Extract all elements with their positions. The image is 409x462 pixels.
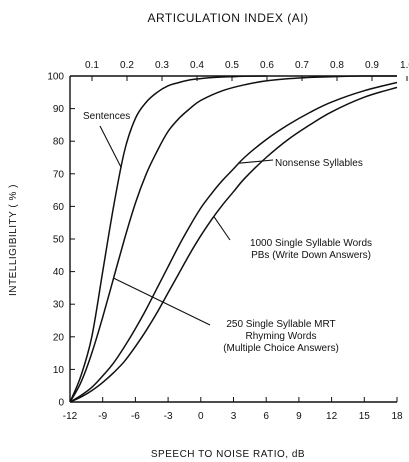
x-axis-label: SPEECH TO NOISE RATIO, dB xyxy=(151,449,305,460)
top-tick-label: 0.2 xyxy=(120,60,134,71)
top-tick-label: 0.5 xyxy=(225,60,239,71)
x-tick-label: 3 xyxy=(231,411,237,422)
x-tick-label: -6 xyxy=(131,411,140,422)
y-tick-label: 80 xyxy=(53,137,65,148)
y-tick-label: 100 xyxy=(47,72,64,83)
top-tick-label: 1.0 xyxy=(400,60,409,71)
series-line-250-single-syllable-mrt-rhyming-words-multiple-choice-answers xyxy=(69,75,398,403)
x-tick-label: 15 xyxy=(359,411,371,422)
series-label: 1000 Single Syllable Words PBs (Write Dow… xyxy=(250,238,372,261)
top-tick-label: 0.7 xyxy=(295,60,309,71)
x-tick-label: 6 xyxy=(263,411,269,422)
top-tick-label: 0.9 xyxy=(365,60,379,71)
y-axis-label: INTELLIGIBILITY ( % ) xyxy=(8,184,19,296)
y-tick-label: 60 xyxy=(53,202,65,213)
plot-area: -12 -9 -6 -3 0 3 6 9 12 15 18 0 10 20 30 40 50 60 70 80 90 10… xyxy=(47,60,409,422)
y-tick-label: 50 xyxy=(53,235,65,246)
series-line-sentences xyxy=(69,75,267,403)
x-tick-label: 0 xyxy=(198,411,204,422)
y-tick-label: 30 xyxy=(53,300,65,311)
annotation-leader xyxy=(113,277,211,326)
y-tick-label: 20 xyxy=(53,332,65,343)
x-tick-label: 12 xyxy=(326,411,338,422)
annotation-leader xyxy=(213,216,231,241)
top-tick-label: 0.6 xyxy=(260,60,274,71)
series-label-line: Rhyming Words xyxy=(246,331,317,342)
series-line-nonsense-syllables xyxy=(69,81,398,403)
series-label-line: (Multiple Choice Answers) xyxy=(223,343,339,354)
x-tick-label: 18 xyxy=(391,411,403,422)
top-tick-label: 0.8 xyxy=(330,60,344,71)
y-tick-label: 70 xyxy=(53,169,65,180)
y-tick-label: 90 xyxy=(53,104,65,115)
y-tick-label: 0 xyxy=(58,398,64,409)
series-label-line: PBs (Write Down Answers) xyxy=(251,250,371,261)
y-tick-label: 40 xyxy=(53,267,65,278)
series-label: 250 Single Syllable MRT Rhyming Words (Mul… xyxy=(223,319,339,354)
series-label: Nonsense Syllables xyxy=(275,158,363,169)
series-label-line: 250 Single Syllable MRT xyxy=(226,319,335,330)
top-tick-label: 0.3 xyxy=(155,60,169,71)
series-label-line: 1000 Single Syllable Words xyxy=(250,238,372,249)
series-label-line: Nonsense Syllables xyxy=(275,158,363,169)
y-tick-label: 10 xyxy=(53,365,65,376)
x-tick-label: -9 xyxy=(98,411,107,422)
top-tick-label: 0.1 xyxy=(85,60,99,71)
annotation-leader xyxy=(238,159,274,164)
series-label: Sentences xyxy=(83,111,130,122)
x-tick-label: -3 xyxy=(164,411,173,422)
chart-title: ARTICULATION INDEX (AI) xyxy=(147,11,308,25)
x-tick-label: -12 xyxy=(63,411,78,422)
series-label-line: Sentences xyxy=(83,111,130,122)
x-tick-label: 9 xyxy=(296,411,302,422)
series-line-1000-single-syllable-words-pbs-write-down-answers xyxy=(69,86,398,403)
top-tick-label: 0.4 xyxy=(190,60,204,71)
annotation-leader xyxy=(99,125,122,168)
